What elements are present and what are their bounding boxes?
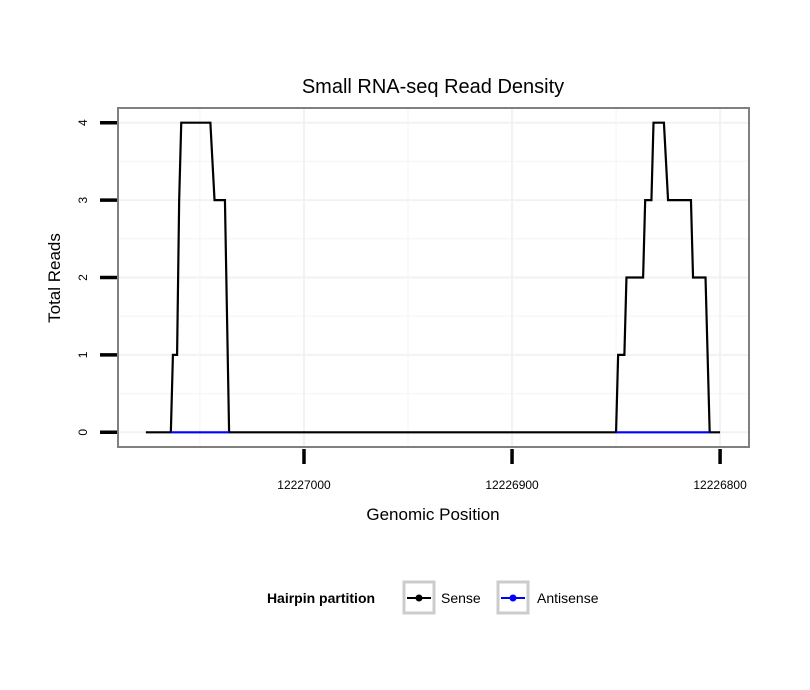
legend-label-sense: Sense bbox=[441, 590, 481, 606]
legend-item-sense: Sense bbox=[402, 580, 481, 615]
plot-panel-border bbox=[117, 107, 750, 448]
x-tick-label: 12226800 bbox=[693, 478, 747, 492]
y-tick-label: 1 bbox=[76, 351, 90, 358]
x-axis: 12227000 12226900 12226800 bbox=[277, 449, 747, 492]
y-axis-label: Total Reads bbox=[45, 233, 64, 323]
y-tick-label: 4 bbox=[76, 119, 90, 126]
legend-item-antisense: Antisense bbox=[496, 580, 599, 615]
chart-title: Small RNA-seq Read Density bbox=[302, 76, 564, 98]
x-axis-label: Genomic Position bbox=[366, 505, 499, 524]
series-layer bbox=[145, 121, 721, 434]
legend-marker-antisense bbox=[509, 594, 517, 602]
x-tick-label: 12226900 bbox=[485, 478, 539, 492]
y-tick-label: 0 bbox=[76, 429, 90, 436]
y-axis: 0 1 2 3 4 bbox=[76, 119, 117, 436]
x-tick-label: 12227000 bbox=[277, 478, 331, 492]
legend-marker-sense bbox=[415, 594, 423, 602]
y-tick-label: 3 bbox=[76, 196, 90, 203]
legend: Hairpin partition Sense Antisense bbox=[267, 580, 599, 615]
grid-lines bbox=[118, 108, 749, 447]
legend-title: Hairpin partition bbox=[267, 590, 375, 606]
series-line-sense bbox=[145, 121, 721, 434]
y-tick-label: 2 bbox=[76, 274, 90, 281]
legend-label-antisense: Antisense bbox=[537, 590, 599, 606]
